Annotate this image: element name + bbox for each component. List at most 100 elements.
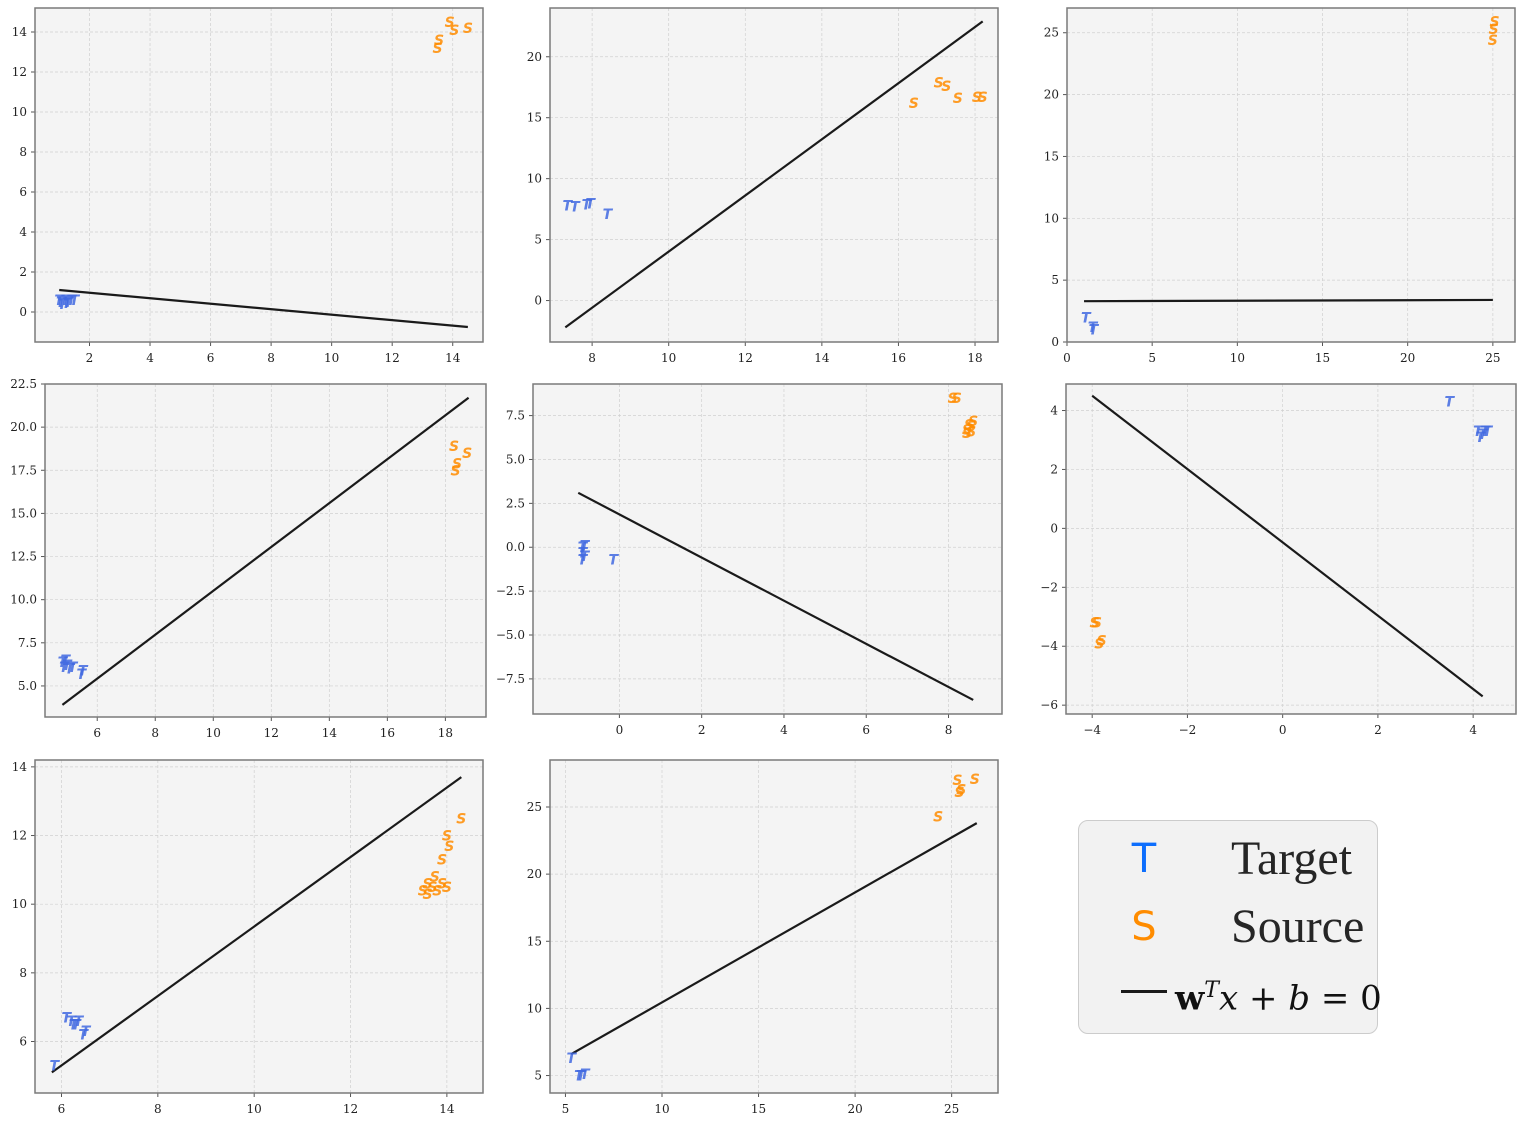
- source-marker-icon: S: [1131, 904, 1157, 950]
- source-point: S: [423, 877, 433, 893]
- y-tick-label: 10: [12, 105, 27, 119]
- decision-boundary-line: [577, 491, 974, 701]
- source-point: S: [1489, 22, 1499, 38]
- y-tick-label: 22.5: [10, 377, 37, 391]
- x-tick-label: 25: [1485, 351, 1500, 365]
- y-tick-label: 15.0: [10, 506, 37, 520]
- x-tick-label: 14: [322, 726, 338, 740]
- decision-boundary-line: [59, 288, 468, 329]
- x-tick-label: 15: [751, 1102, 766, 1116]
- source-point: S: [445, 15, 455, 31]
- plot-frame: [1066, 7, 1516, 343]
- y-tick-label: 14: [12, 760, 28, 774]
- x-tick-label: 5: [562, 1102, 570, 1116]
- target-point: T: [1473, 424, 1484, 440]
- legend-label-boundary: wTx + b = 0: [1175, 978, 1382, 1019]
- source-point: S: [430, 870, 440, 886]
- x-tick-label: 0: [1279, 723, 1287, 737]
- target-point: T: [580, 549, 591, 565]
- decision-boundary-line: [570, 822, 978, 1056]
- source-point: S: [909, 96, 919, 112]
- x-tick-label: 16: [380, 726, 395, 740]
- y-tick-label: 20.0: [10, 420, 37, 434]
- target-point: T: [62, 658, 73, 674]
- source-point: S: [450, 463, 460, 479]
- y-tick-label: 6: [19, 1035, 27, 1049]
- x-tick-label: 20: [1400, 351, 1415, 365]
- y-tick-label: 14: [12, 25, 28, 39]
- plot-area: [533, 384, 1002, 714]
- x-tick-label: 12: [385, 351, 400, 365]
- plot-area: [550, 760, 998, 1093]
- x-tick-label: 2: [698, 723, 706, 737]
- legend-item-source: S Source: [1079, 897, 1377, 957]
- source-point: S: [954, 785, 964, 801]
- y-tick-label: 0.0: [506, 540, 525, 554]
- x-tick-label: −2: [1179, 723, 1197, 737]
- target-point: T: [67, 293, 78, 309]
- target-point: T: [81, 1024, 92, 1040]
- source-point: S: [1094, 636, 1104, 652]
- y-tick-label: 5.0: [506, 452, 525, 466]
- y-tick-label: 0: [534, 294, 542, 308]
- y-tick-label: −6: [1040, 698, 1058, 712]
- source-point: S: [941, 79, 951, 95]
- source-point: S: [1097, 633, 1107, 649]
- y-tick-label: 12.5: [10, 550, 37, 564]
- x-tick-label: 4: [780, 723, 788, 737]
- target-point: T: [58, 655, 69, 671]
- target-point: T: [603, 207, 614, 223]
- y-tick-label: −2.5: [496, 584, 525, 598]
- target-point: T: [580, 538, 591, 554]
- x-tick-label: 15: [1315, 351, 1330, 365]
- x-tick-label: 10: [206, 726, 221, 740]
- target-point: T: [576, 1069, 587, 1085]
- x-tick-label: 8: [267, 351, 275, 365]
- y-tick-label: 5: [1051, 273, 1059, 287]
- target-point: T: [65, 662, 76, 678]
- y-tick-label: −2: [1040, 580, 1058, 594]
- decision-boundary-line: [51, 776, 462, 1074]
- source-point: S: [437, 877, 447, 893]
- y-tick-label: 6: [19, 185, 27, 199]
- source-point: S: [449, 23, 459, 39]
- target-point: T: [60, 293, 71, 309]
- source-point: S: [1090, 616, 1100, 632]
- y-tick-label: 10: [527, 1001, 542, 1015]
- target-point: T: [1478, 427, 1489, 443]
- y-tick-label: 12: [12, 65, 27, 79]
- target-point: T: [582, 197, 593, 213]
- x-tick-label: 6: [58, 1102, 66, 1116]
- target-point: T: [64, 295, 75, 311]
- x-tick-label: 6: [207, 351, 215, 365]
- subplot-4: 6 8 10 12 14 16 18 5.0 7.5 10.0 12.5 15.0 17.5 20.0 22…: [10, 377, 487, 740]
- x-tick-label: 8: [154, 1102, 162, 1116]
- decision-boundary-line: [564, 20, 984, 329]
- y-tick-label: 2: [19, 265, 27, 279]
- y-tick-label: 10: [527, 172, 542, 186]
- x-tick-label: 4: [146, 351, 154, 365]
- plot-frame: [34, 759, 484, 1094]
- source-point: S: [442, 880, 452, 896]
- source-point: S: [1092, 616, 1102, 632]
- target-point: T: [62, 1010, 73, 1026]
- y-tick-label: 7.5: [506, 409, 525, 423]
- target-point: T: [62, 296, 73, 312]
- x-tick-label: 10: [247, 1102, 262, 1116]
- x-tick-label: 0: [1063, 351, 1071, 365]
- target-marker-icon: T: [1131, 836, 1157, 882]
- target-point: T: [1081, 310, 1092, 326]
- source-point: S: [449, 439, 459, 455]
- y-tick-label: 15: [527, 934, 542, 948]
- legend-label-target: Target: [1231, 832, 1353, 885]
- target-point: T: [76, 667, 87, 683]
- source-point: S: [427, 880, 437, 896]
- source-point: S: [952, 773, 962, 789]
- y-tick-label: 2: [1050, 462, 1058, 476]
- x-tick-label: 0: [616, 723, 624, 737]
- target-point: T: [1445, 395, 1456, 411]
- y-tick-label: 10: [1044, 211, 1059, 225]
